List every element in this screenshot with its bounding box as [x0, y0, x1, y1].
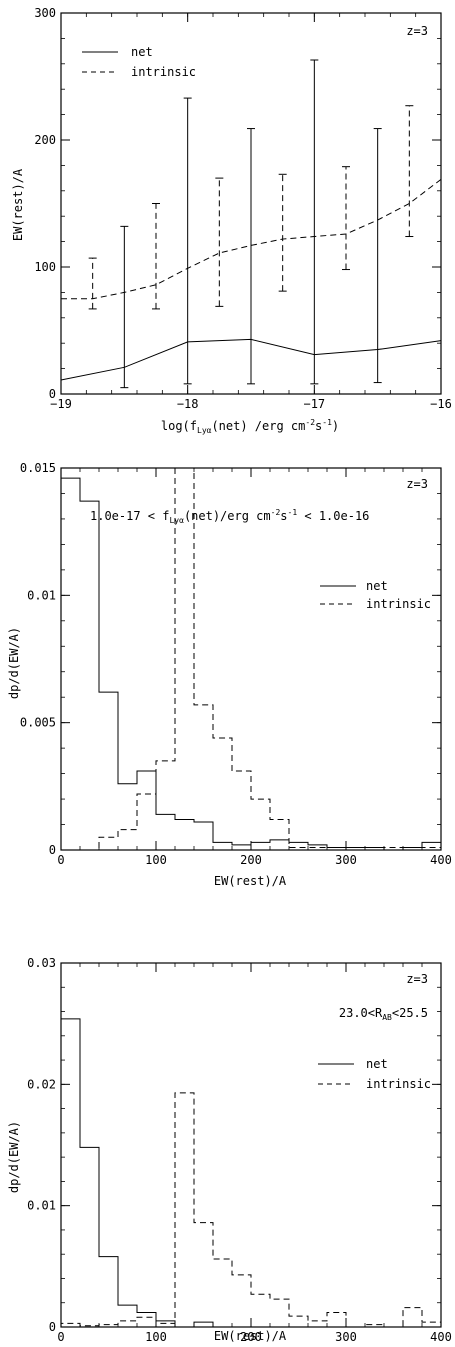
- x-tick-label: 400: [430, 1330, 452, 1344]
- legend: net intrinsic: [320, 579, 431, 611]
- legend-label-intrinsic: intrinsic: [366, 1077, 431, 1091]
- y-tick-label: 0: [49, 843, 56, 857]
- y-tick-label: 100: [34, 260, 56, 274]
- y-tick-label: 200: [34, 133, 56, 147]
- y-tick-label: 0: [49, 1320, 56, 1334]
- x-tick-label: −16: [430, 397, 452, 411]
- x-axis-label: log(fLyα(net) /erg cm-2s-1): [161, 418, 339, 435]
- series-line-intrinsic: [61, 178, 442, 300]
- histogram-intrinsic: [61, 467, 442, 851]
- redshift-annotation: z=3: [406, 477, 428, 491]
- y-tick-label: 0.02: [27, 1077, 56, 1091]
- legend: net intrinsic: [82, 45, 196, 79]
- plot-frame: [60, 12, 442, 395]
- x-tick-label: 300: [335, 853, 357, 867]
- x-tick-label: 0: [57, 1330, 64, 1344]
- x-tick-label: 200: [240, 1330, 262, 1344]
- legend-label-net: net: [366, 579, 388, 593]
- chart-panel-ew-vs-flux: −19 −18 −17 −16 0 100 200 300 z=3 net intrinsic…: [11, 6, 452, 435]
- magnitude-range-label: 23.0<RAB<25.5: [339, 1006, 428, 1022]
- y-tick-label: 0.015: [20, 461, 56, 475]
- legend-label-intrinsic: intrinsic: [366, 597, 431, 611]
- axes: 0 100 200 300 400 0 0.01 0.02 0.03: [27, 956, 452, 1344]
- y-axis-label: dp/d(EW/A): [7, 1121, 21, 1193]
- histogram-intrinsic: [60, 1092, 442, 1328]
- plot-frame: [60, 467, 442, 851]
- x-tick-label: −19: [50, 397, 72, 411]
- x-axis-label: EW(rest)/A: [214, 1329, 287, 1343]
- legend-label-net: net: [366, 1057, 388, 1071]
- chart-panel-histogram-flux-range: 0 100 200 300 400 0 0.005 0.01 0.015 z=3 1.0e-17…: [7, 461, 452, 888]
- x-tick-label: 100: [145, 1330, 167, 1344]
- y-tick-label: 0.01: [27, 1199, 56, 1213]
- chart-panel-histogram-rab-range: 0 100 200 300 400 0 0.01 0.02 0.03 z=3 23.0<RAB<…: [7, 956, 452, 1344]
- x-tick-label: 200: [240, 853, 262, 867]
- plot-marks: [60, 59, 442, 389]
- x-tick-label: 0: [57, 853, 64, 867]
- legend-label-net: net: [131, 45, 153, 59]
- plot-marks: [60, 467, 442, 851]
- redshift-annotation: z=3: [406, 24, 428, 38]
- x-tick-label: −17: [303, 397, 325, 411]
- y-tick-label: 0.03: [27, 956, 56, 970]
- x-tick-label: 400: [430, 853, 452, 867]
- x-axis-label: EW(rest)/A: [214, 874, 287, 888]
- legend-label-intrinsic: intrinsic: [131, 65, 196, 79]
- y-tick-label: 0.005: [20, 716, 56, 730]
- x-tick-label: −18: [177, 397, 199, 411]
- y-axis-label: EW(rest)/A: [11, 168, 25, 241]
- x-tick-label: 100: [145, 853, 167, 867]
- x-tick-label: 300: [335, 1330, 357, 1344]
- redshift-annotation: z=3: [406, 972, 428, 986]
- y-axis-label: dp/d(EW/A): [7, 627, 21, 699]
- legend: net intrinsic: [318, 1057, 431, 1091]
- y-tick-label: 0: [49, 387, 56, 401]
- y-tick-label: 300: [34, 6, 56, 20]
- axes: 0 100 200 300 400 0 0.005 0.01 0.015: [20, 461, 452, 867]
- y-tick-label: 0.01: [27, 588, 56, 602]
- histogram-net: [60, 477, 442, 851]
- flux-range-label: 1.0e-17 < fLyα(net)/erg cm-2s-1 < 1.0e-1…: [90, 508, 369, 525]
- axes: −19 −18 −17 −16 0 100 200 300: [34, 6, 452, 411]
